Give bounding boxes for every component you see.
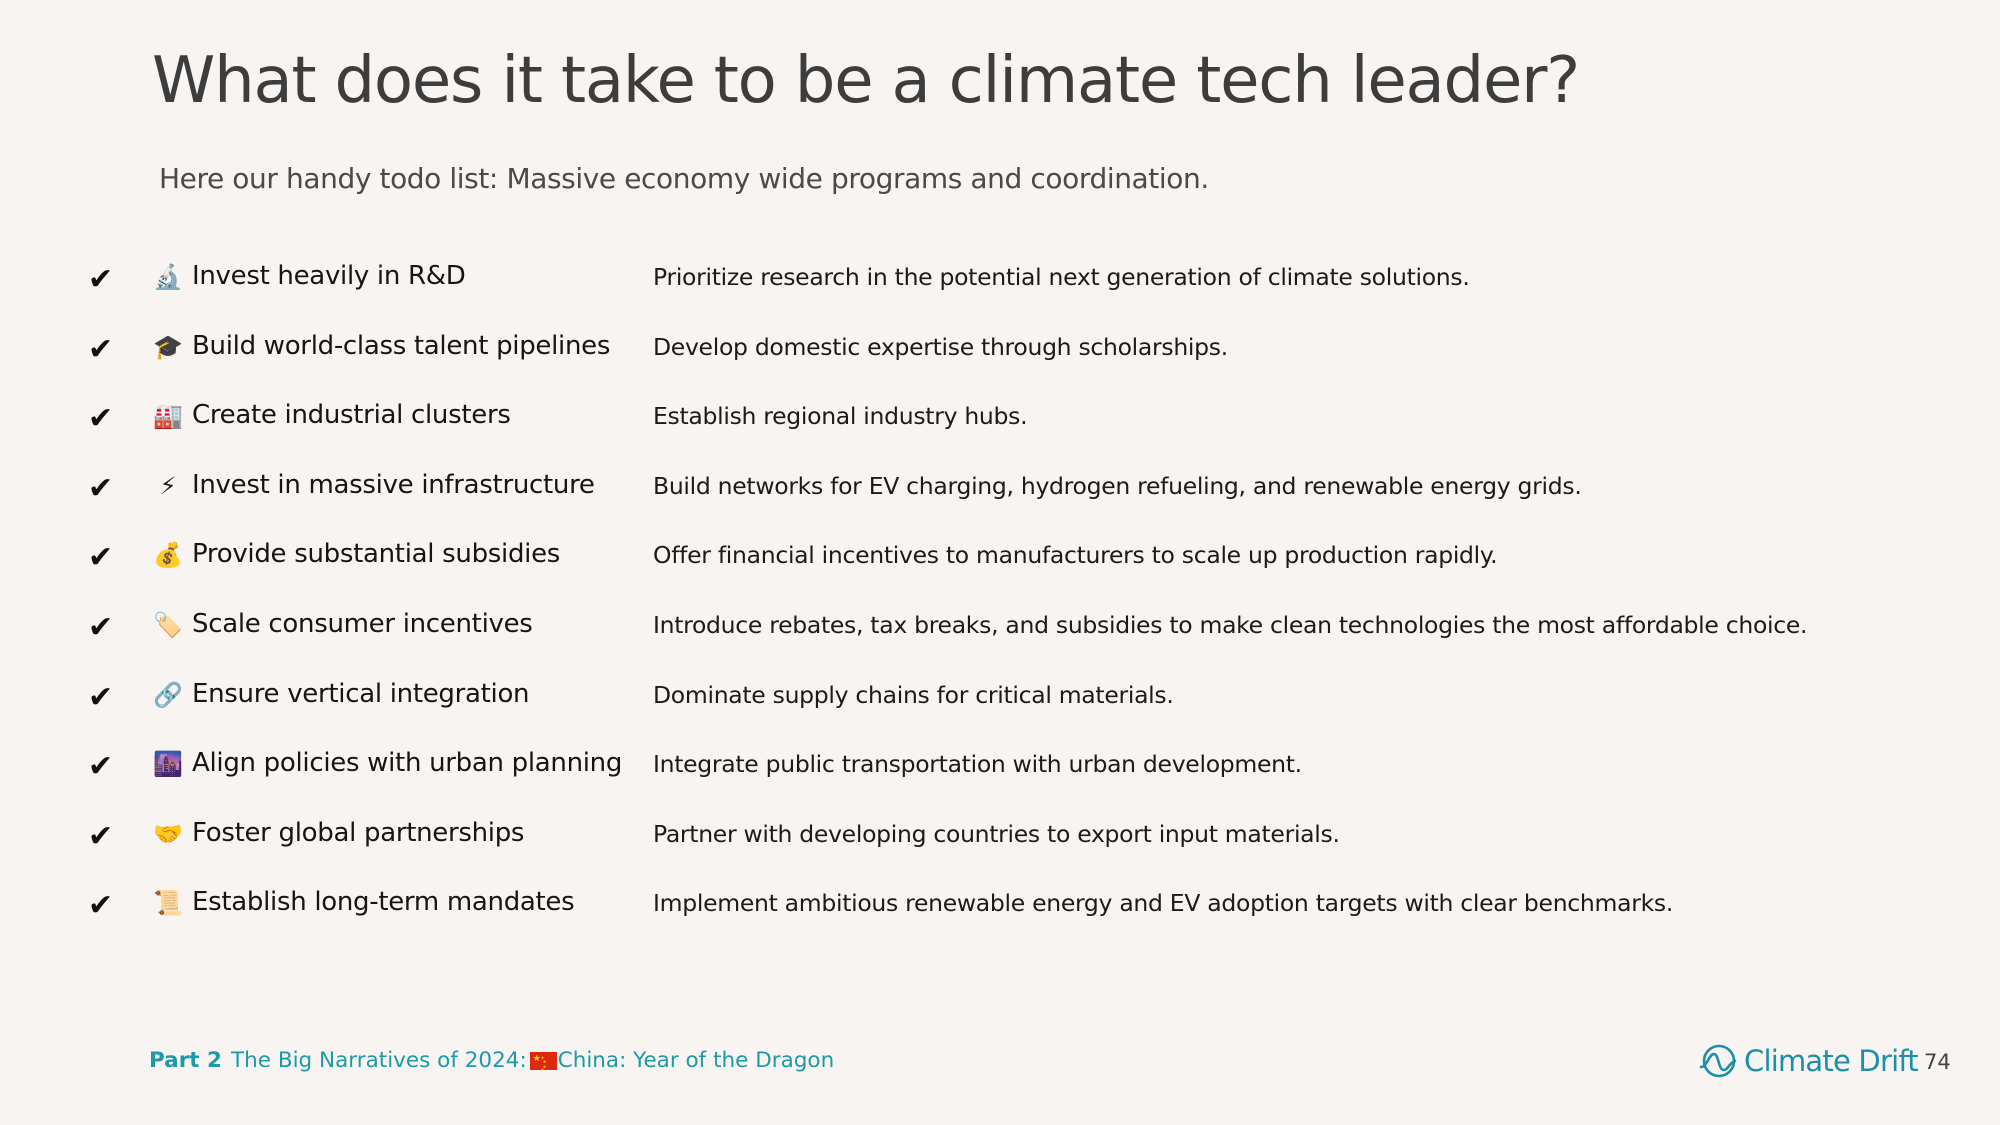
todo-list: ✔ 🔬 Invest heavily in R&D Prioritize res… xyxy=(0,247,2000,943)
item-label: Invest in massive infrastructure xyxy=(192,469,595,500)
link-icon: 🔗 xyxy=(153,680,183,709)
item-label: Scale consumer incentives xyxy=(192,608,533,639)
lightning-icon: ⚡ xyxy=(159,471,177,500)
section-prefix: The Big Narratives of 2024: xyxy=(231,1048,527,1073)
item-description: Build networks for EV charging, hydrogen… xyxy=(653,471,1582,500)
microscope-icon: 🔬 xyxy=(153,263,183,291)
brand-logo: Climate Drift xyxy=(1698,1041,1919,1081)
item-description: Offer financial incentives to manufactur… xyxy=(653,541,1498,570)
list-item: ✔ 🔬 Invest heavily in R&D Prioritize res… xyxy=(0,247,2000,317)
list-item: ✔ 🏷️ Scale consumer incentives Introduce… xyxy=(0,595,2000,665)
checkmark-icon: ✔ xyxy=(88,331,114,367)
slide-title: What does it take to be a climate tech l… xyxy=(152,44,1580,118)
section-suffix: China: Year of the Dragon xyxy=(557,1048,835,1073)
list-item: ✔ ⚡ Invest in massive infrastructure Bui… xyxy=(0,456,2000,526)
china-flag-icon: ★ ★ ★ ★ ★ xyxy=(529,1051,557,1072)
list-item: ✔ 🏭 Create industrial clusters Establish… xyxy=(0,386,2000,456)
graduation-cap-icon: 🎓 xyxy=(153,332,183,361)
checkmark-icon: ✔ xyxy=(88,749,114,785)
item-description: Partner with developing countries to exp… xyxy=(653,819,1340,848)
checkmark-icon: ✔ xyxy=(88,401,114,437)
list-item: ✔ 🎓 Build world-class talent pipelines D… xyxy=(0,317,2000,387)
checkmark-icon: ✔ xyxy=(88,609,114,645)
list-item: ✔ 💰 Provide substantial subsidies Offer … xyxy=(0,525,2000,595)
item-description: Develop domestic expertise through schol… xyxy=(653,332,1228,361)
handshake-icon: 🤝 xyxy=(153,819,183,848)
scroll-icon: 📜 xyxy=(153,889,183,918)
section-footer: Part 2 The Big Narratives of 2024: ★ ★ ★… xyxy=(149,1048,834,1073)
checkmark-icon: ✔ xyxy=(88,470,114,506)
brand-name: Climate Drift xyxy=(1744,1044,1919,1078)
item-label: Foster global partnerships xyxy=(192,817,525,848)
money-bag-icon: 💰 xyxy=(153,541,183,570)
item-label: Ensure vertical integration xyxy=(192,678,530,709)
list-item: ✔ 🌆 Align policies with urban planning I… xyxy=(0,734,2000,804)
price-tag-icon: 🏷️ xyxy=(153,610,183,639)
item-label: Build world-class talent pipelines xyxy=(192,330,611,361)
item-description: Establish regional industry hubs. xyxy=(653,402,1028,431)
checkmark-icon: ✔ xyxy=(88,540,114,576)
checkmark-icon: ✔ xyxy=(88,888,114,924)
checkmark-icon: ✔ xyxy=(88,262,114,297)
list-item: ✔ 📜 Establish long-term mandates Impleme… xyxy=(0,873,2000,943)
item-label: Establish long-term mandates xyxy=(192,887,575,918)
list-item: ✔ 🤝 Foster global partnerships Partner w… xyxy=(0,804,2000,874)
item-description: Prioritize research in the potential nex… xyxy=(653,263,1470,291)
page-number: 74 xyxy=(1924,1050,1951,1074)
item-label: Create industrial clusters xyxy=(192,400,511,431)
part-label: Part 2 xyxy=(149,1048,223,1073)
factory-icon: 🏭 xyxy=(153,402,183,431)
item-label: Align policies with urban planning xyxy=(192,748,623,779)
item-description: Introduce rebates, tax breaks, and subsi… xyxy=(653,610,1808,639)
item-description: Dominate supply chains for critical mate… xyxy=(653,680,1174,709)
checkmark-icon: ✔ xyxy=(88,818,114,854)
item-label: Invest heavily in R&D xyxy=(192,261,466,291)
slide-subtitle: Here our handy todo list: Massive econom… xyxy=(159,162,1209,195)
item-label: Provide substantial subsidies xyxy=(192,539,561,570)
list-item: ✔ 🔗 Ensure vertical integration Dominate… xyxy=(0,665,2000,735)
checkmark-icon: ✔ xyxy=(88,679,114,715)
climate-drift-logo-icon xyxy=(1699,1044,1737,1078)
item-description: Implement ambitious renewable energy and… xyxy=(653,889,1673,918)
cityscape-icon: 🌆 xyxy=(153,750,183,779)
item-description: Integrate public transportation with urb… xyxy=(653,750,1302,779)
